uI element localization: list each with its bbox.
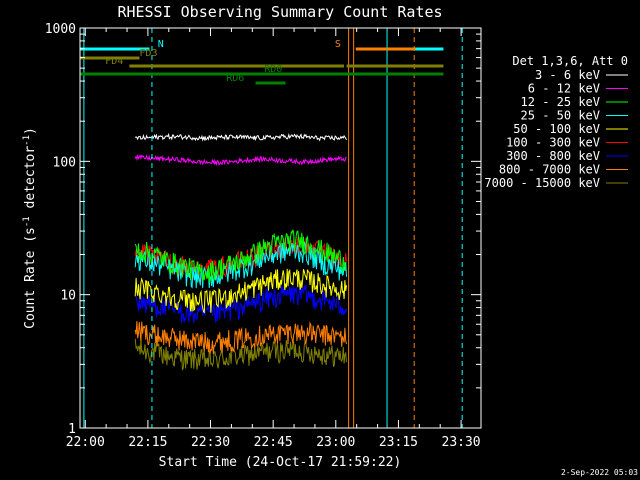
legend-title: Det 1,3,6, Att 0	[512, 54, 628, 68]
x-tick-label-2: 22:15	[128, 435, 167, 450]
legend-label-7000-15000-kev: 7000 - 15000 keV	[484, 176, 600, 190]
legend-label-6-12-kev: 6 - 12 keV	[528, 82, 600, 96]
x-tick-label-4: 22:45	[254, 435, 293, 450]
x-tick-label-5: 23:00	[316, 435, 355, 450]
series-line-7000-15000-kev	[134, 338, 347, 371]
legend-label-3-6-kev: 3 - 6 keV	[535, 68, 600, 82]
legend-label-100-300-kev: 100 - 300 keV	[506, 136, 600, 150]
y-axis-label-sup1: -1	[22, 216, 32, 227]
series-layer	[134, 132, 347, 371]
y-tick-label-3: 100	[53, 155, 76, 170]
legend-label-50-100-kev: 50 - 100 keV	[513, 122, 600, 136]
series-line-800-7000-kev	[134, 321, 347, 354]
series-line-3-6-kev	[134, 132, 347, 142]
y-axis-label: Count Rate (s-1 detector-1)	[22, 127, 38, 329]
series-line-12-25-kev	[134, 229, 347, 283]
footer-date: 2-Sep-2022 05:03	[561, 468, 638, 477]
x-tick-label-6: 23:15	[379, 435, 418, 450]
flag-label-fd4: FD4	[105, 56, 123, 67]
event-lines	[83, 28, 463, 428]
flag-label-rd6: RD6	[226, 73, 244, 84]
series-line-50-100-kev	[134, 268, 347, 314]
x-axis-ticks: 22:00 22:15 22:30 22:45 23:00 23:15 23:30	[66, 28, 481, 450]
y-tick-label-4: 1000	[45, 22, 76, 37]
y-axis-label-end: )	[23, 127, 38, 135]
y-tick-label-1: 1	[68, 422, 76, 437]
plot-frame	[79, 27, 482, 429]
flag-label-rd0: RD0	[264, 64, 282, 75]
y-axis-label-mid: detector	[23, 146, 38, 217]
flag-label-fd3: FD3	[139, 48, 157, 59]
legend-label-25-50-kev: 25 - 50 keV	[521, 109, 600, 123]
legend-label-12-25-kev: 12 - 25 keV	[521, 95, 600, 109]
legend-label-800-7000-kev: 800 - 7000 keV	[499, 163, 600, 177]
y-tick-label-2: 10	[60, 289, 76, 304]
y-axis-ticks: 1 10 100 1000	[45, 22, 481, 437]
y-axis-label-main: Count Rate (s	[23, 227, 38, 329]
legend-label-300-800-kev: 300 - 800 keV	[506, 149, 600, 163]
chart-title: RHESSI Observing Summary Count Rates	[117, 3, 442, 21]
x-tick-label-1: 22:00	[66, 435, 105, 450]
x-axis-label: Start Time (24-Oct-17 21:59:22)	[159, 455, 402, 470]
x-tick-label-7: 23:30	[442, 435, 481, 450]
series-line-6-12-kev	[134, 153, 347, 167]
x-tick-label-3: 22:30	[191, 435, 230, 450]
series-line-300-800-kev	[134, 284, 347, 323]
series-line-25-50-kev	[134, 241, 347, 289]
y-axis-label-sup2: -1	[22, 135, 32, 146]
flag-bars: N S FD3 FD4 RD0 RD6	[80, 39, 444, 85]
flag-label-s: S	[335, 39, 341, 50]
flag-label-n: N	[158, 39, 164, 50]
